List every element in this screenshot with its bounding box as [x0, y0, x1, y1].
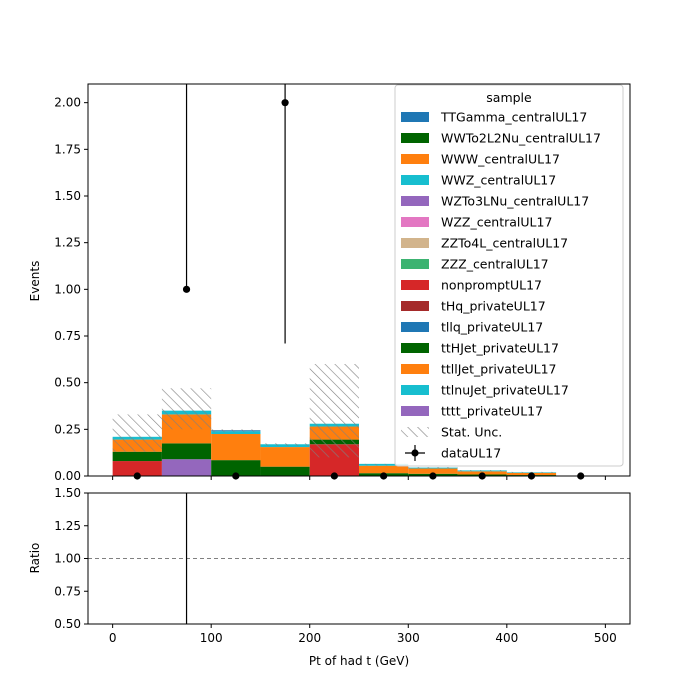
legend-swatch-6: [401, 238, 429, 248]
stack-bar-3: [260, 447, 310, 467]
y-tick-label-top-5: 1.25: [54, 236, 81, 250]
ratio-point-0: [183, 306, 190, 313]
data-point-1: [182, 285, 191, 293]
y-tick-label-ratio-1: 0.75: [54, 584, 81, 598]
stack-bar-5: [359, 465, 409, 474]
x-tick-label-2: 200: [298, 631, 321, 645]
legend-swatch-3: [401, 175, 429, 185]
x-tick-label-1: 100: [200, 631, 223, 645]
y-tick-label-top-4: 1.00: [54, 282, 81, 296]
stack-bar-1: [161, 443, 212, 460]
stack-bar-6: [408, 468, 458, 474]
stat-unc-band-5: [359, 463, 409, 466]
x-tick-label-0: 0: [109, 631, 117, 645]
ratio-panel-frame: [87, 492, 631, 625]
legend-swatch-5: [401, 217, 429, 227]
legend-swatch-8: [401, 280, 429, 290]
stack-bar-0: [112, 461, 162, 476]
legend-label-5: WZZ_centralUL17: [441, 215, 552, 230]
legend-swatch-1: [401, 133, 429, 143]
legend-box: [394, 84, 624, 467]
y-tick-label-top-6: 1.50: [54, 189, 81, 203]
stat-unc-band-6: [408, 467, 458, 469]
legend-swatch-11: [401, 343, 429, 353]
stat-unc-band-1: [161, 388, 212, 430]
y-tick-label-top-7: 1.75: [54, 142, 81, 156]
legend-label-6: ZZTo4L_centralUL17: [441, 236, 568, 251]
legend-label-14: tttt_privateUL17: [441, 404, 543, 419]
legend-swatch-2: [401, 154, 429, 164]
y-axis-label-top: Events: [28, 261, 42, 302]
stack-bar-2: [211, 460, 261, 476]
stat-unc-band-2: [211, 429, 261, 433]
legend-label-3: WWZ_centralUL17: [441, 173, 556, 188]
x-tick-label-4: 400: [495, 631, 518, 645]
legend-label-10: tllq_privateUL17: [441, 320, 543, 335]
legend-swatch-15: [401, 427, 429, 437]
stack-bar-2: [211, 434, 261, 461]
legend-label-13: ttlnuJet_privateUL17: [441, 383, 569, 398]
legend-swatch-13: [401, 385, 429, 395]
x-axis-label: Pt of had t (GeV): [309, 654, 409, 668]
stack-bar-2: [211, 431, 261, 434]
legend-label-15: Stat. Unc.: [441, 425, 502, 440]
data-point-3: [281, 99, 289, 107]
y-tick-label-top-0: 0.00: [54, 469, 81, 483]
legend-swatch-4: [401, 196, 429, 206]
legend-swatch-7: [401, 259, 429, 269]
y-tick-label-ratio-3: 1.25: [54, 519, 81, 533]
legend-label-8: nonpromptUL17: [441, 278, 542, 293]
stat-unc-band-0: [112, 414, 162, 452]
top-panel-frame: [87, 83, 631, 477]
legend-swatch-14: [401, 406, 429, 416]
legend-swatch-9: [401, 301, 429, 311]
y-tick-label-top-3: 0.75: [54, 329, 81, 343]
legend-label-9: tHq_privateUL17: [441, 299, 546, 314]
legend-label-7: ZZZ_centralUL17: [441, 257, 549, 272]
y-tick-label-ratio-4: 1.50: [54, 486, 81, 500]
y-tick-label-top-8: 2.00: [54, 96, 81, 110]
main-plot-panel: 0.00 0.25 0.50 0.75 1.00 1.25 1.50 1.75 2.00: [54, 83, 631, 483]
stack-bar-0: [112, 451, 162, 462]
x-tick-label-3: 300: [397, 631, 420, 645]
legend-label-2: WWW_centralUL17: [441, 152, 560, 167]
legend-marker-16: [411, 449, 419, 457]
ratio-content: [88, 306, 630, 624]
legend-label-11: ttHJet_privateUL17: [441, 341, 559, 356]
stack-bar-3: [260, 466, 310, 476]
y-tick-label-top-2: 0.50: [54, 376, 81, 390]
stat-unc-band-7: [457, 470, 507, 472]
stat-unc-band-3: [260, 443, 310, 447]
legend: sample TTGamma_centralUL17 WWTo2L2Nu_centr…: [394, 84, 624, 467]
y-axis-label-ratio: Ratio: [28, 543, 42, 574]
legend-swatch-0: [401, 112, 429, 122]
legend-label-0: TTGamma_centralUL17: [440, 110, 587, 125]
legend-swatch-10: [401, 322, 429, 332]
y-tick-label-ratio-2: 1.00: [54, 552, 81, 566]
x-tick-label-5: 500: [594, 631, 617, 645]
legend-label-4: WZTo3LNu_centralUL17: [441, 194, 589, 209]
legend-swatch-12: [401, 364, 429, 374]
legend-label-1: WWTo2L2Nu_centralUL17: [441, 131, 601, 146]
legend-title: sample: [486, 90, 532, 105]
legend-label-16: dataUL17: [441, 446, 501, 461]
y-tick-label-top-1: 0.25: [54, 422, 81, 436]
legend-label-12: ttllJet_privateUL17: [441, 362, 557, 377]
ratio-plot-panel: 0.50 0.75 1.00 1.25 1.50 0 100 200 300 400 500: [54, 306, 631, 645]
y-tick-label-ratio-0: 0.50: [54, 617, 81, 631]
stack-bar-1: [161, 459, 212, 476]
stat-unc-band-4: [309, 364, 359, 458]
